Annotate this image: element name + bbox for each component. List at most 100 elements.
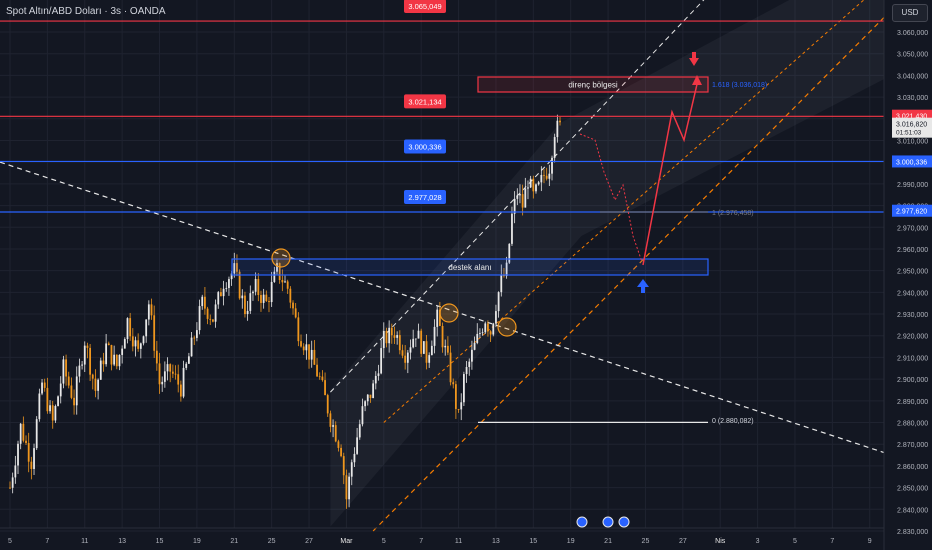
candle-body [420,330,423,354]
time-tick-label: 5 [382,538,386,545]
candle-body [75,376,78,406]
candle-body [59,383,62,397]
price-tick-label: 2.990,000 [897,182,928,189]
time-tick-label: 11 [81,538,88,545]
candle-body [454,384,457,409]
candle-body [308,344,310,360]
time-axis[interactable]: 5 7 11 13 15 19 21 25 27 Mar 5 7 11 13 15 19 21 25 27 Nis 3 5… [0,527,884,545]
candle-body [292,302,294,309]
candle-body [324,380,326,396]
candle-body [471,349,473,362]
current-price-text: 3.016,820 [896,122,927,129]
current-price-badge [892,117,932,138]
candle-body [131,336,134,347]
candle-body [385,330,388,344]
candle-body [113,354,116,365]
candle-body [334,425,337,442]
candle-body [30,461,33,469]
candle-body [511,213,513,244]
candle-body [14,465,17,478]
candle-body [369,394,372,398]
candle-body [217,292,220,305]
projection-dotted [579,133,643,263]
candle-body [286,281,289,289]
candle-body [49,405,51,412]
price-tick-label: 2.940,000 [897,290,928,297]
candle-body [353,453,356,463]
candle-body [155,350,158,364]
candle-body [126,318,129,340]
candle-body [436,309,439,327]
candle-body [22,423,25,441]
candle-body [228,279,230,288]
time-tick-label: 21 [230,538,238,545]
candle-body [284,281,286,283]
candle-body [115,354,118,367]
candle-body [201,296,204,307]
candle-body [409,347,412,353]
candle-body [281,279,284,283]
candle-body [260,295,262,303]
candle-body [313,349,316,365]
time-tick-label: 25 [642,538,650,545]
candle-body [321,376,324,381]
candle-body [350,462,353,477]
candle-body [57,396,59,406]
annotations: 3.021,134 3.000,336 2.977,028 3.065,049 dire… [0,0,884,528]
candle-body [404,355,407,363]
candle-body [105,343,108,365]
candle-body [393,335,396,338]
candle-body [179,384,182,397]
candle-body [556,120,559,138]
candle-body [377,373,380,376]
price-tick-label: 2.830,000 [897,529,928,536]
level-tag-support-lower [404,190,446,205]
candle-body [196,330,198,338]
candle-body [390,327,393,336]
resistance-zone [477,76,709,93]
candle-body [348,476,350,500]
candle-body [99,360,102,380]
candle-body [543,174,545,176]
candle-body [142,336,145,344]
time-tick-label: 5 [793,538,797,545]
candle-body [329,413,332,427]
price-tick-label: 3.060,000 [897,30,928,37]
candle-body [372,383,375,398]
time-tick-label: 19 [567,538,575,545]
candle-body [441,325,444,348]
currency-button[interactable]: USD [892,4,928,22]
candle-body [161,381,164,385]
candle-body [412,338,415,348]
level-tag-top [404,0,446,14]
event-flag-icon [576,516,588,528]
price-tick-label: 3.050,000 [897,52,928,59]
candle-body [548,173,551,179]
candle-body [185,363,188,368]
candle-body [500,274,503,293]
candles [9,114,561,509]
countdown-text: 01:51:03 [896,130,922,137]
arrow-down-stem [692,52,696,59]
descending-trendline [0,161,886,454]
candle-body [489,331,492,335]
candle-body [473,342,476,350]
candle-body [209,318,212,320]
candle-body [214,304,217,322]
price-tick-label: 2.850,000 [897,486,928,493]
price-axis[interactable]: 2.830,000 2.840,000 2.850,000 2.860,000 2.87… [883,0,932,550]
candle-body [417,330,420,339]
candle-body [356,437,358,454]
candle-body [67,376,70,386]
candle-body [236,263,238,272]
candle-body [540,174,543,183]
price-tick-label: 2.840,000 [897,507,928,514]
touch-point-marker [497,317,517,337]
candle-body [233,263,236,274]
candle-body [166,364,169,372]
candle-body [425,341,428,363]
candle-body [244,295,246,315]
candle-body [198,306,201,331]
fib-label: 0 (2.880,082) [712,418,754,425]
